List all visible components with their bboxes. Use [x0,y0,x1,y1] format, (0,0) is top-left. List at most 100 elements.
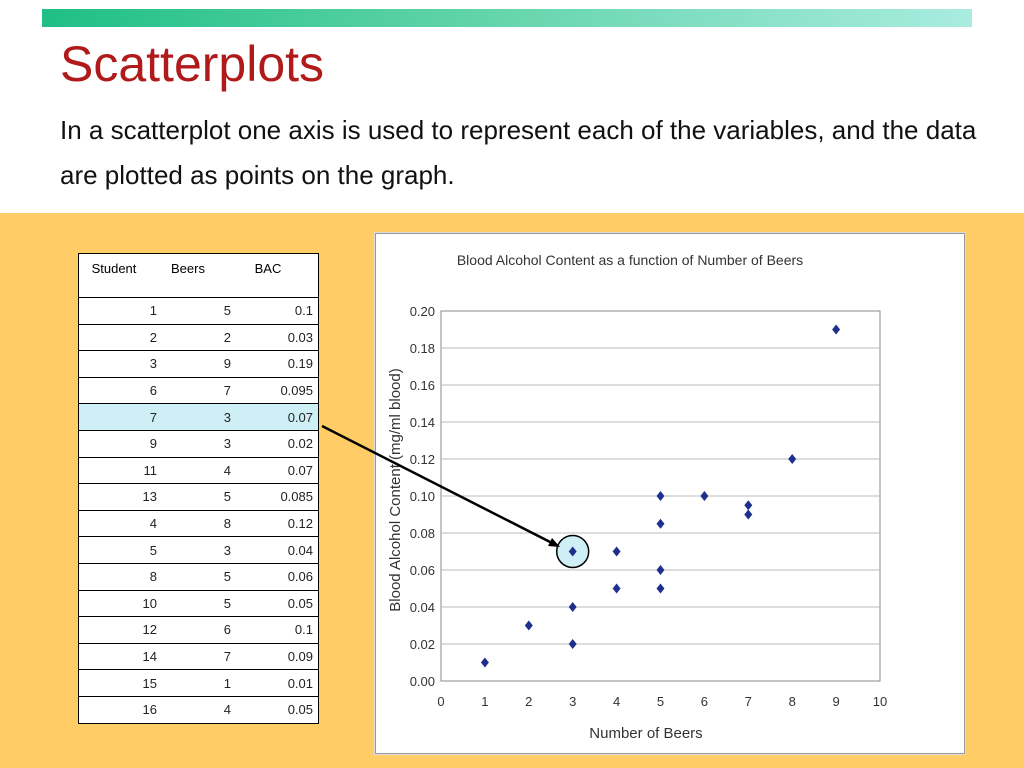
cell-beers: 5 [223,595,231,611]
data-point [480,657,489,668]
cell-bac: 0.06 [287,569,313,585]
chart-frame [375,233,965,754]
table-body: 1 5 0.1 2 2 0.03 3 9 0.19 6 7 0.095 7 3 0.07 9 3 0.02 11 4 0… [79,297,318,723]
data-point [656,583,665,594]
table-header: Student Beers BAC [79,254,318,297]
y-tick-label: 0.04 [410,600,435,615]
cell-bac: 0.07 [287,409,313,425]
cell-student: 2 [149,329,157,345]
x-tick-label: 8 [789,694,796,709]
cell-bac: 0.09 [287,649,313,665]
y-tick-label: 0.14 [410,415,435,430]
x-tick-label: 9 [832,694,839,709]
data-point [524,620,533,631]
cell-bac: 0.05 [287,702,313,718]
cell-beers: 3 [223,436,231,452]
cell-student: 8 [149,569,157,585]
data-point [700,491,709,501]
cell-beers: 4 [223,702,231,718]
cell-student: 15 [142,675,157,691]
table-row: 11 4 0.07 [79,456,318,484]
cell-bac: 0.1 [294,303,313,319]
pointer-arrow [321,424,557,547]
top-accent-bar [42,9,972,27]
y-tick-label: 0.18 [410,341,435,356]
cell-student: 6 [149,383,157,399]
cell-bac: 0.04 [287,542,313,558]
cell-bac: 0.01 [287,675,313,691]
cell-student: 3 [149,356,157,372]
table-row: 5 3 0.04 [79,536,318,563]
x-tick-label: 4 [613,694,620,709]
data-point [612,583,621,594]
x-axis-label: Number of Beers [589,725,702,742]
data-point [832,324,841,335]
cell-beers: 1 [223,675,231,691]
data-point [656,491,665,501]
table-row: 16 4 0.05 [79,695,318,723]
y-tick-label: 0.16 [410,378,435,393]
cell-student: 16 [142,702,157,718]
table-row: 2 2 0.03 [79,323,318,351]
data-point [568,602,577,612]
cell-student: 9 [149,436,157,452]
x-tick-label: 7 [745,694,752,709]
table-row: 6 7 0.095 [79,376,318,404]
cell-bac: 0.05 [287,595,313,611]
table-row: 14 7 0.09 [79,642,318,670]
header-bac: BAC [254,261,282,276]
x-tick-label: 3 [569,694,576,709]
cell-student: 5 [149,542,157,558]
table-row: 3 9 0.19 [79,350,318,377]
data-point [744,500,753,511]
cell-student: 13 [142,489,157,505]
table-row: 13 5 0.085 [79,483,318,510]
cell-beers: 8 [223,516,231,532]
cell-beers: 3 [223,409,231,425]
cell-student: 12 [142,622,157,638]
cell-beers: 3 [223,542,231,558]
cell-beers: 5 [223,489,231,505]
cell-student: 1 [149,303,157,319]
cell-beers: 6 [223,622,231,638]
y-tick-label: 0.10 [410,489,435,504]
table-row: 1 5 0.1 [79,297,318,324]
cell-bac: 0.12 [287,516,313,532]
data-point [612,546,621,557]
header-student: Student [91,261,137,276]
cell-student: 11 [143,462,158,478]
table-row: 12 6 0.1 [79,616,318,643]
cell-student: 14 [142,649,157,665]
cell-bac: 0.095 [280,383,313,399]
cell-student: 7 [149,409,157,425]
header-beers: Beers [171,261,205,276]
data-table: Student Beers BAC 1 5 0.1 2 2 0.03 3 9 0.19 6 7 0.0… [78,253,319,724]
cell-bac: 0.02 [287,436,313,452]
data-point [788,454,797,464]
y-tick-label: 0.08 [410,526,435,541]
cell-beers: 9 [223,356,231,372]
table-row: 9 3 0.02 [79,429,318,457]
y-axis-label: Blood Alcohol Content (mg/ml blood) [387,368,404,611]
slide-title: Scatterplots [60,36,325,92]
pointer-arrowhead [548,538,560,547]
cell-student: 10 [142,595,157,611]
data-point [568,546,577,557]
y-tick-label: 0.00 [410,674,435,689]
table-row: 15 1 0.01 [79,669,318,696]
cell-student: 4 [149,516,157,532]
y-tick-label: 0.20 [410,304,435,319]
cell-beers: 2 [223,329,231,345]
x-tick-label: 6 [701,694,708,709]
cell-beers: 7 [223,383,231,399]
cell-bac: 0.19 [287,356,313,372]
cell-bac: 0.07 [287,462,313,478]
cell-beers: 5 [223,569,231,585]
cell-beers: 4 [223,462,231,478]
data-point [568,639,577,649]
chart-title: Blood Alcohol Content as a function of N… [457,252,803,268]
table-row: 4 8 0.12 [79,509,318,537]
y-tick-label: 0.06 [410,563,435,578]
x-tick-label: 2 [525,694,532,709]
data-point [744,509,753,520]
